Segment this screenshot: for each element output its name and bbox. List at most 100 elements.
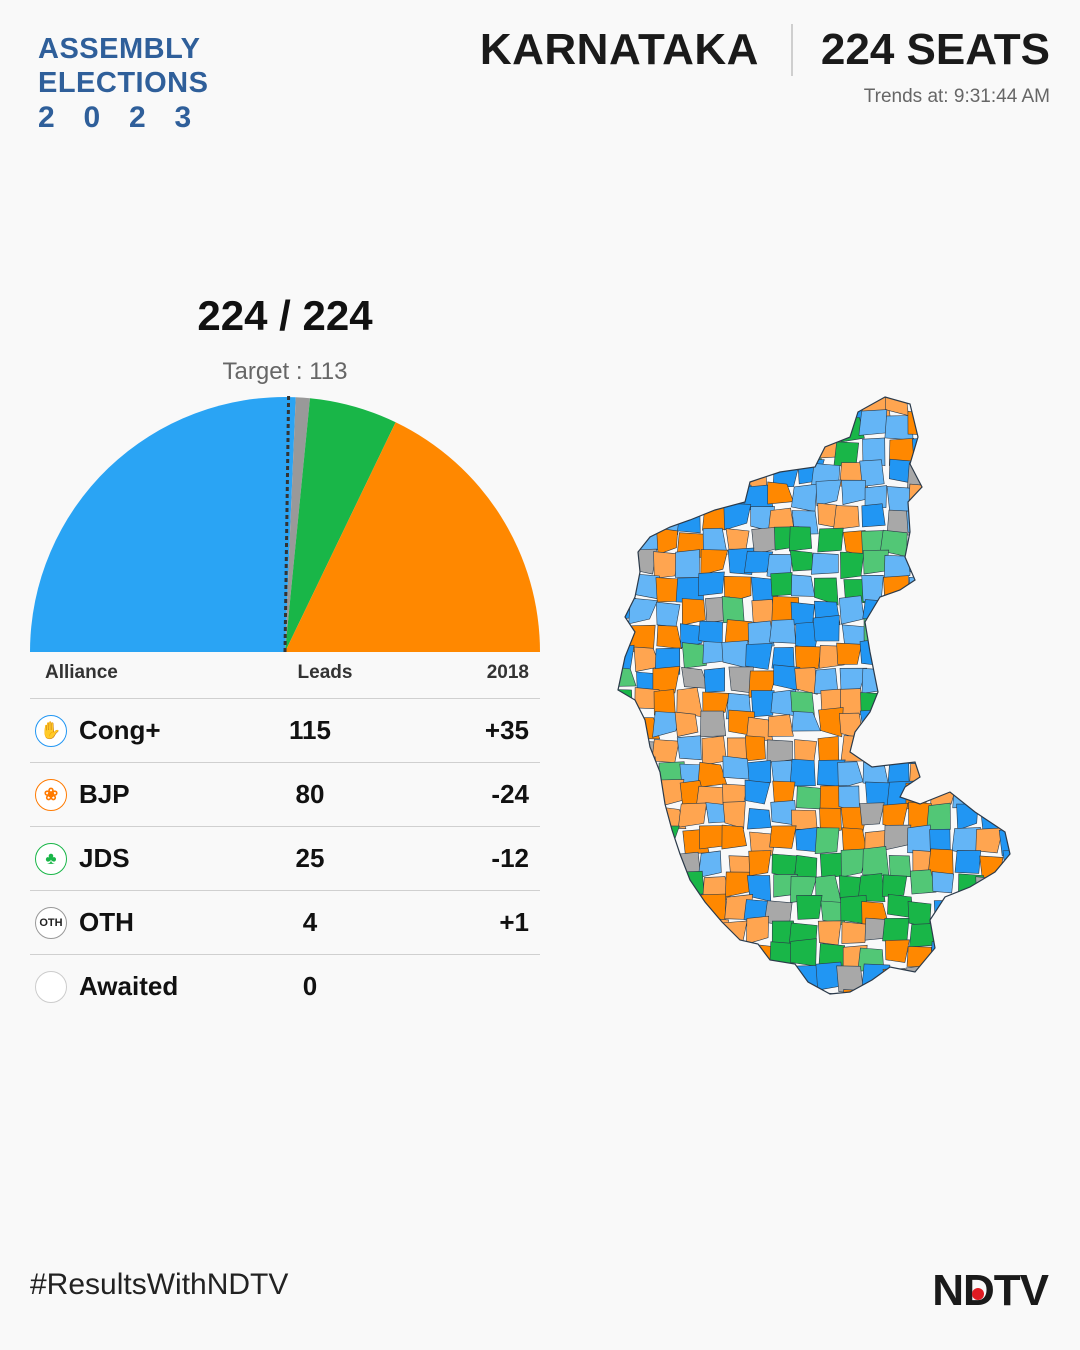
constituency-cell: [1004, 397, 1010, 421]
constituency-cell: [698, 893, 727, 922]
constituency-cell: [902, 965, 928, 993]
constituency-cell: [981, 963, 1007, 993]
seat-share-semicircle-chart: [30, 395, 540, 653]
constituency-cell: [751, 527, 778, 556]
constituency-cell: [741, 436, 765, 465]
constituency-cell: [814, 827, 840, 855]
constituency-cell: [926, 575, 955, 600]
constituency-cell: [788, 411, 812, 439]
target-label: Target : 113: [222, 358, 348, 385]
results-table: Alliance Leads 2018 ✋ Cong+ 115 +35 ❀ BJ…: [30, 648, 540, 1018]
constituency-cell: [676, 735, 702, 761]
constituency-cell: [654, 966, 679, 991]
constituency-cell: [681, 598, 706, 626]
constituency-cell: [956, 621, 981, 647]
header-2018: 2018: [486, 662, 529, 683]
party-leads: 80: [295, 779, 325, 809]
constituency-cell: [889, 621, 912, 649]
constituency-cell: [810, 552, 839, 575]
constituency-cell: [702, 691, 730, 717]
slice-oth: [285, 397, 310, 652]
constituency-cell: [618, 918, 628, 945]
constituency-cell: [745, 643, 773, 670]
constituency-cell: [841, 479, 866, 505]
constituency-cell: [883, 824, 912, 851]
constituency-cell: [904, 645, 931, 673]
lotus-icon: ❀: [35, 778, 67, 811]
constituency-cell: [634, 482, 662, 505]
constituency-cell: [976, 640, 999, 669]
constituency-cell: [864, 485, 888, 509]
constituency-cell: [630, 961, 657, 991]
constituency-cell: [932, 528, 956, 555]
constituency-cell: [810, 397, 840, 417]
constituency-cell: [701, 917, 729, 945]
constituency-cell: [882, 874, 908, 897]
constituency-cell: [933, 899, 961, 928]
ndtv-red-dot: [972, 1288, 985, 1300]
constituency-cell: [951, 896, 979, 925]
constituency-cell: [930, 410, 956, 438]
constituency-cell: [859, 459, 885, 487]
constituency-cell: [701, 479, 732, 508]
constituency-cell: [999, 804, 1010, 831]
empty-circle-icon: [35, 970, 67, 1003]
constituency-cell: [769, 619, 797, 644]
constituency-cell: [699, 825, 726, 850]
constituency-cell: [791, 483, 818, 512]
constituency-cell: [863, 990, 889, 994]
constituency-cell: [725, 434, 750, 461]
constituency-cell: [747, 760, 772, 784]
constituency-cell: [678, 802, 707, 828]
party-leads: 0: [302, 971, 318, 1001]
constituency-cell: [862, 599, 892, 624]
constituency-cell: [953, 599, 980, 625]
constituency-cell: [927, 848, 954, 876]
constituency-cell: [681, 642, 707, 669]
constituency-cell: [815, 479, 842, 507]
constituency-cell: [818, 707, 844, 738]
party-name: BJP: [79, 779, 130, 809]
constituency-cell: [859, 802, 885, 826]
constituency-cell: [838, 595, 865, 625]
constituency-cell: [1002, 762, 1010, 789]
header-alliance: Alliance: [45, 662, 118, 683]
constituency-cell: [977, 593, 1000, 623]
constituency-cell: [772, 415, 801, 443]
constituency-cell: [634, 895, 662, 921]
constituency-cell: [700, 410, 728, 439]
constituency-cell: [953, 669, 982, 696]
constituency-cell: [678, 968, 703, 994]
constituency-cell: [953, 434, 980, 464]
constituency-cell: [880, 642, 908, 666]
constituency-cell: [909, 714, 930, 740]
constituency-cell: [792, 986, 814, 994]
constituency-cell: [652, 711, 683, 738]
constituency-cell: [843, 989, 870, 994]
constituency-cell: [630, 803, 658, 832]
constituency-cell: [980, 763, 1005, 790]
constituency-cell: [954, 397, 979, 420]
constituency-cell: [906, 738, 937, 765]
constituency-cell: [765, 990, 793, 994]
logo-line-1: ASSEMBLY: [38, 33, 201, 65]
constituency-cell: [656, 985, 683, 994]
constituency-cell: [910, 617, 935, 644]
constituency-cell: [722, 986, 748, 994]
constituency-cell: [723, 575, 752, 604]
constituency-cell: [728, 413, 754, 440]
constituency-cell: [836, 965, 864, 993]
constituency-cell: [618, 397, 635, 416]
constituency-cell: [790, 601, 815, 626]
constituency-cell: [1001, 870, 1010, 900]
constituency-cell: [906, 946, 933, 968]
constituency-cell: [1000, 713, 1010, 742]
constituency-cell: [911, 531, 938, 556]
constituency-cell: [978, 481, 1000, 505]
total-seats: 224: [302, 292, 373, 339]
constituency-cell: [998, 485, 1010, 513]
party-leads: 115: [289, 715, 331, 745]
constituency-cell: [906, 687, 932, 715]
constituency-cell: [998, 597, 1010, 625]
constituency-cell: [1002, 917, 1010, 944]
